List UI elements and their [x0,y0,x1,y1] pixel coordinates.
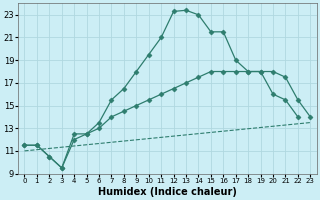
X-axis label: Humidex (Indice chaleur): Humidex (Indice chaleur) [98,187,237,197]
